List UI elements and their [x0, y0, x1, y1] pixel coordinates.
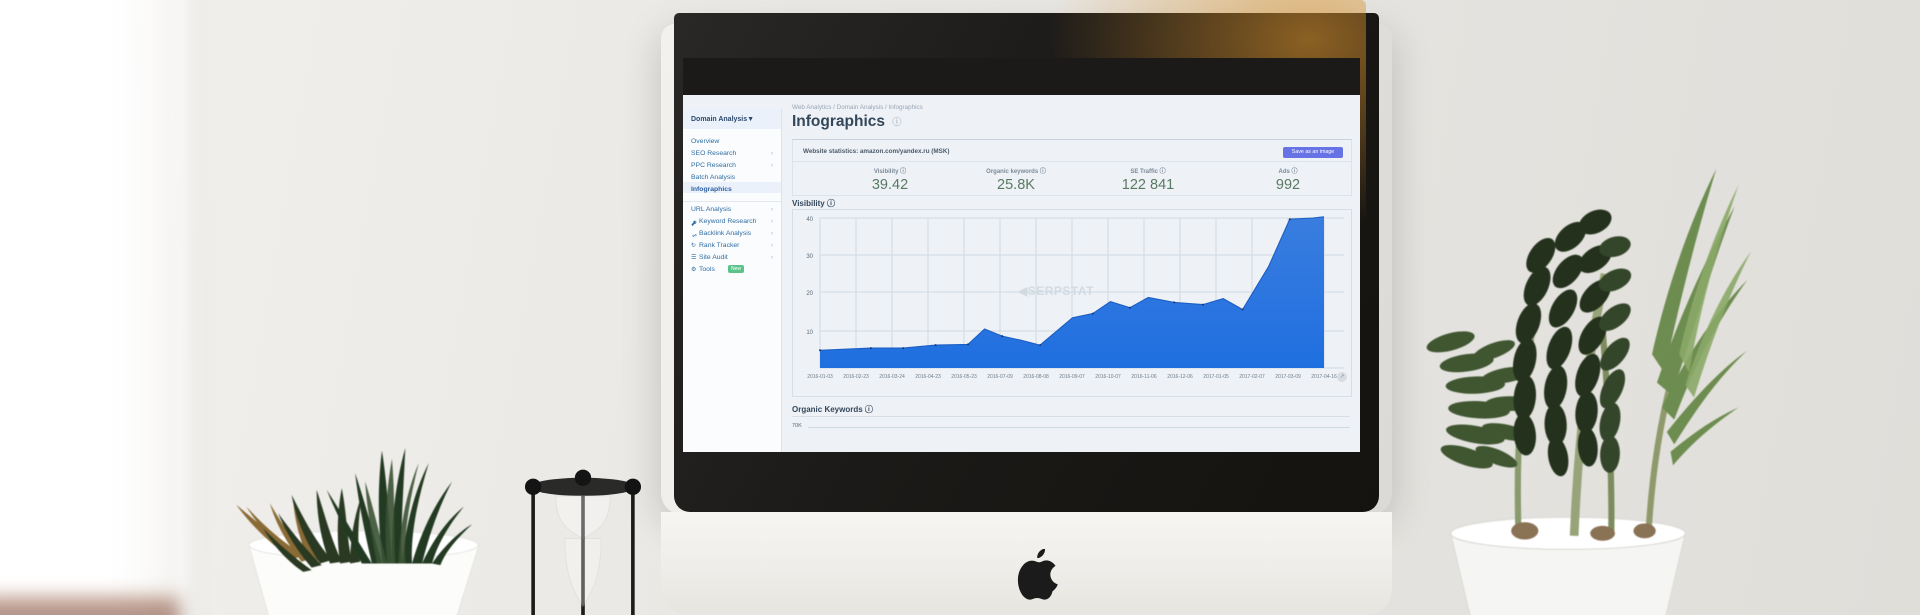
svg-text:2017-04-16: 2017-04-16 — [1311, 374, 1337, 380]
svg-text:2016-11-06: 2016-11-06 — [1131, 374, 1156, 380]
svg-text:2016-07-09: 2016-07-09 — [987, 374, 1013, 380]
svg-text:2017-03-09: 2017-03-09 — [1275, 374, 1301, 380]
svg-text:10: 10 — [806, 330, 813, 336]
svg-text:2016-09-07: 2016-09-07 — [1059, 374, 1085, 380]
svg-text:2016-04-23: 2016-04-23 — [915, 374, 941, 380]
svg-text:20: 20 — [806, 291, 813, 297]
svg-text:2016-08-08: 2016-08-08 — [1023, 374, 1049, 380]
svg-text:2017-01-05: 2017-01-05 — [1203, 374, 1229, 380]
svg-text:2016-03-24: 2016-03-24 — [879, 374, 905, 380]
svg-text:2016-10-07: 2016-10-07 — [1095, 374, 1121, 380]
svg-text:2016-02-23: 2016-02-23 — [843, 374, 869, 380]
svg-text:2016-01-03: 2016-01-03 — [807, 374, 833, 380]
svg-text:40: 40 — [806, 217, 813, 223]
svg-text:30: 30 — [806, 254, 813, 260]
svg-text:2016-05-23: 2016-05-23 — [951, 374, 977, 380]
svg-text:2017-02-07: 2017-02-07 — [1239, 374, 1265, 380]
svg-text:2016-12-06: 2016-12-06 — [1167, 374, 1193, 380]
